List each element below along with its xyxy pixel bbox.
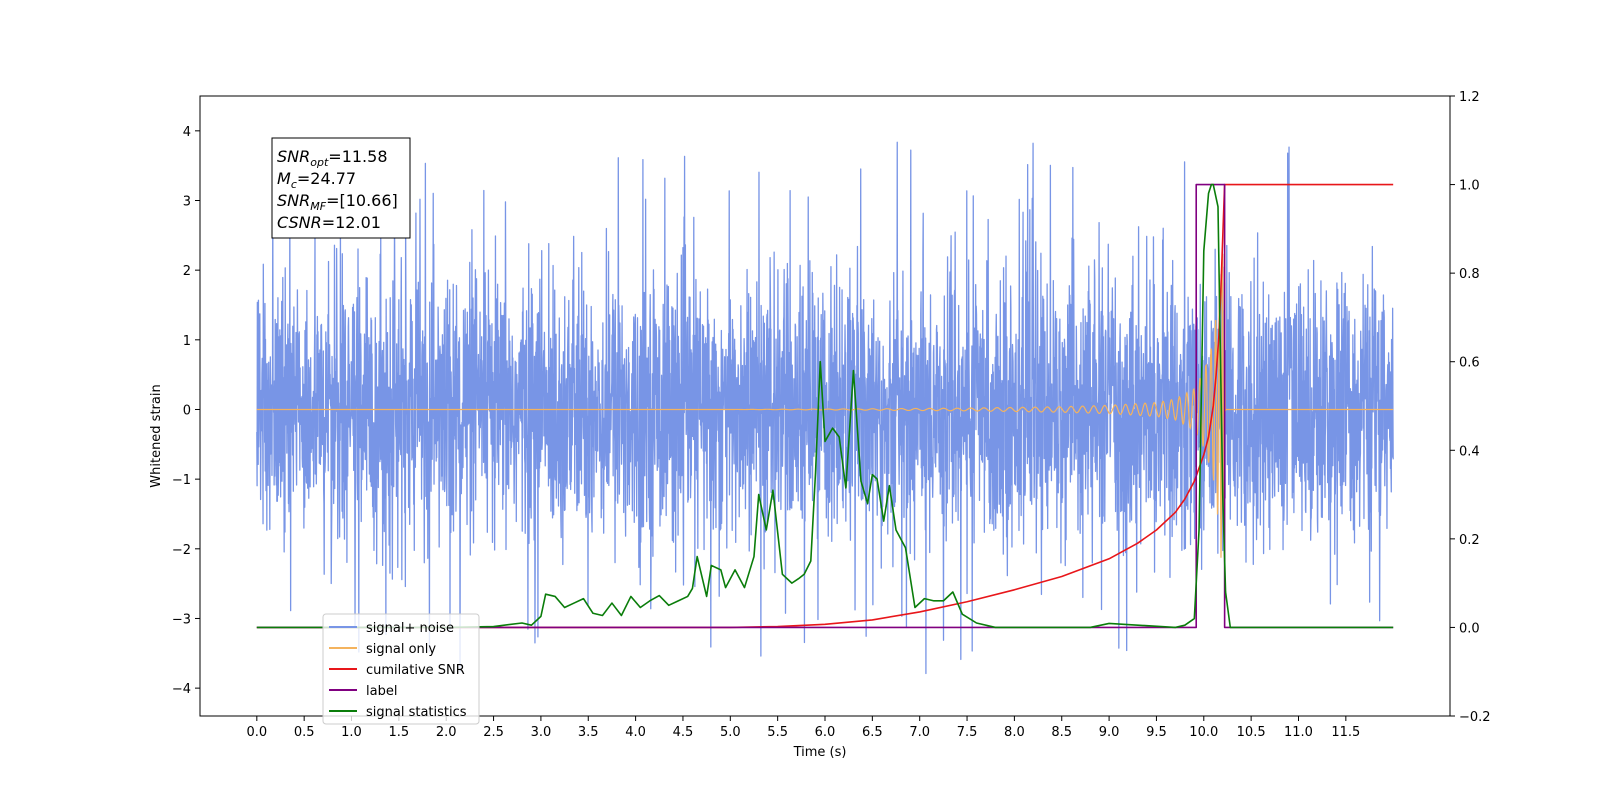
annotation-value: =12.01 <box>322 213 381 232</box>
y-tick-label: 2 <box>183 264 191 279</box>
axes: 0.0 0.5 1.0 1.5 2.0 2.5 3.0 3.5 4.0 4.5 5.0 5.5 6.0 6… <box>172 90 1491 740</box>
annotation-subscript: MF <box>310 200 326 213</box>
x-tick-label: 8.0 <box>1004 725 1025 740</box>
annotation-symbol: SNR <box>277 147 310 166</box>
annotation-subscript: c <box>291 178 297 191</box>
legend-box <box>322 613 480 725</box>
x-tick-label: 7.5 <box>957 725 978 740</box>
legend-entry: signal+ noise <box>366 621 454 636</box>
y2-tick-label: 0.4 <box>1459 444 1480 459</box>
x-tick-label: 11.0 <box>1284 725 1313 740</box>
x-tick-label: 3.0 <box>531 725 552 740</box>
y-tick-label: −3 <box>172 612 191 627</box>
x-tick-label: 10.0 <box>1189 725 1218 740</box>
x-tick-label: 1.0 <box>341 725 362 740</box>
series-line-signal-noise <box>256 141 1394 675</box>
legend-entry: cumilative SNR <box>366 663 465 678</box>
y-axis-title: Whitened strain <box>149 384 164 487</box>
y2-tick-label: 0.8 <box>1459 267 1480 282</box>
legend-entry: signal statistics <box>366 705 467 720</box>
annotation-line: SNRopt=11.58 <box>277 147 388 169</box>
y2-tick-label: 1.0 <box>1459 179 1480 194</box>
y-tick-label: 3 <box>183 194 191 209</box>
annotation-symbol: CSNR <box>277 213 322 232</box>
annotation-subscript: opt <box>310 156 329 169</box>
x-tick-label: 9.5 <box>1146 725 1167 740</box>
y-tick-label: 4 <box>183 125 191 140</box>
legend-entry: label <box>366 684 397 699</box>
y2-tick-label: 0.6 <box>1459 356 1480 371</box>
annotation-symbol: M <box>277 169 291 188</box>
x-tick-label: 2.5 <box>483 725 504 740</box>
y2-tick-label: −0.2 <box>1459 710 1491 725</box>
y2-tick-label: 0.2 <box>1459 533 1480 548</box>
annotation-line: CSNR=12.01 <box>277 213 381 232</box>
y-tick-label: 1 <box>183 334 191 349</box>
x-tick-label: 6.0 <box>815 725 836 740</box>
x-tick-label: 8.5 <box>1051 725 1072 740</box>
x-tick-label: 10.5 <box>1237 725 1266 740</box>
legend-entry: signal only <box>366 642 436 657</box>
x-tick-label: 4.0 <box>625 725 646 740</box>
metrics-annotation: SNRopt=11.58Mc=24.77SNRMF=[10.66]CSNR=12… <box>271 137 411 239</box>
annotation-value: =11.58 <box>328 147 387 166</box>
x-tick-label: 5.0 <box>720 725 741 740</box>
y-tick-label: −2 <box>172 543 191 558</box>
y-tick-label: −1 <box>172 473 191 488</box>
x-tick-label: 5.5 <box>767 725 788 740</box>
y-tick-label: 0 <box>183 403 191 418</box>
x-tick-label: 1.5 <box>389 725 410 740</box>
annotation-value: =[10.66] <box>326 191 398 210</box>
annotation-line: SNRMF=[10.66] <box>277 191 398 213</box>
x-tick-label: 11.5 <box>1331 725 1360 740</box>
y2-tick-label: 0.0 <box>1459 621 1480 636</box>
annotation-symbol: SNR <box>277 191 310 210</box>
legend: signal+ noise signal only cumilative SNR la… <box>322 613 480 725</box>
x-tick-label: 4.5 <box>673 725 694 740</box>
annotation-line: Mc=24.77 <box>277 169 356 191</box>
plot-area <box>256 141 1394 675</box>
x-tick-label: 6.5 <box>862 725 883 740</box>
series-line-signal-only <box>256 253 1394 558</box>
x-tick-label: 3.5 <box>578 725 599 740</box>
x-axis-title: Time (s) <box>793 745 847 760</box>
x-tick-label: 9.0 <box>1099 725 1120 740</box>
x-tick-label: 0.0 <box>246 725 267 740</box>
annotation-value: =24.77 <box>297 169 356 188</box>
annotation-box <box>271 137 411 239</box>
x-tick-label: 7.0 <box>909 725 930 740</box>
x-tick-label: 0.5 <box>294 725 315 740</box>
y-tick-label: −4 <box>172 682 191 697</box>
series-line-signal-statistics <box>256 183 1394 629</box>
x-tick-label: 2.0 <box>436 725 457 740</box>
y2-tick-label: 1.2 <box>1459 90 1480 105</box>
